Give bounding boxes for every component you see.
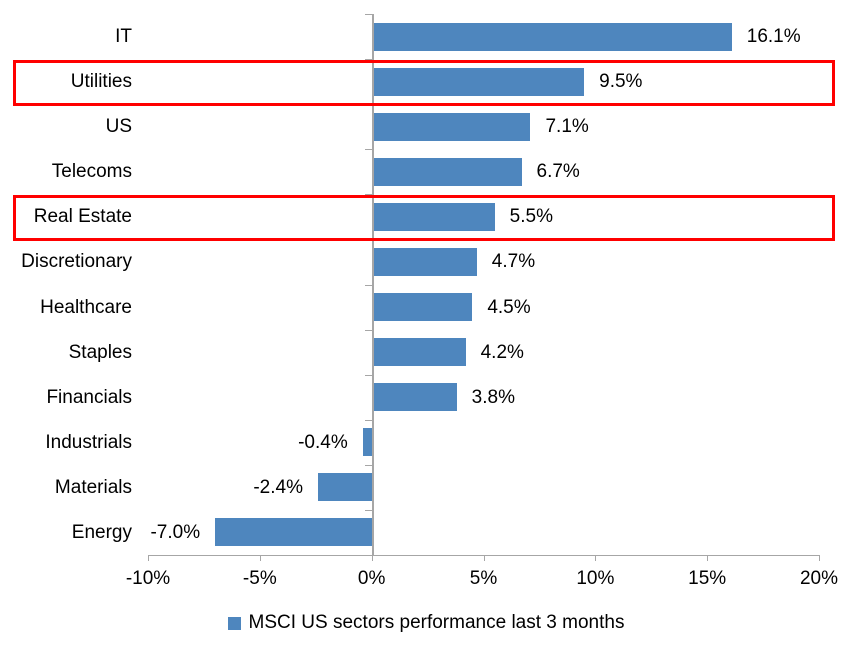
highlight-box <box>13 60 835 107</box>
category-label: Healthcare <box>40 296 132 318</box>
category-label: Real Estate <box>33 206 132 228</box>
category-label: Utilities <box>70 71 132 93</box>
value-label: 7.1% <box>545 116 589 138</box>
category-label: Industrials <box>45 431 132 453</box>
bar <box>371 383 457 412</box>
value-axis-tick <box>259 555 261 561</box>
category-label: IT <box>115 26 132 47</box>
bar <box>215 518 372 547</box>
category-axis-tick <box>364 284 372 286</box>
value-label: -7.0% <box>150 521 201 543</box>
category-label: US <box>105 116 132 138</box>
legend-marker <box>227 616 241 630</box>
value-axis-tick <box>819 555 820 561</box>
category-label: Energy <box>71 521 132 543</box>
value-label: -0.4% <box>298 431 348 453</box>
legend: MSCI US sectors performance last 3 month… <box>0 612 852 634</box>
bar <box>371 112 531 141</box>
axis-tick-label: 5% <box>469 568 498 589</box>
bar <box>371 67 585 96</box>
bar <box>371 338 466 367</box>
value-axis-tick <box>595 555 597 561</box>
category-axis-tick <box>364 149 372 151</box>
axis-tick-label: 20% <box>799 568 839 589</box>
axis-tick-label: 15% <box>688 568 727 589</box>
axis-tick-label: 10% <box>576 568 615 589</box>
category-label: Telecoms <box>51 161 132 183</box>
value-label: 9.5% <box>599 71 643 93</box>
highlight-box <box>13 195 835 242</box>
category-axis-tick <box>364 464 372 466</box>
category-label: Discretionary <box>21 251 132 273</box>
category-axis-tick <box>364 59 372 61</box>
bar <box>362 428 372 457</box>
bar <box>317 473 372 502</box>
value-label: 3.8% <box>471 386 515 408</box>
bar <box>371 157 522 186</box>
legend-label: MSCI US sectors performance last 3 month… <box>248 612 625 633</box>
value-axis-tick <box>707 555 709 561</box>
axis-tick-label: -10% <box>125 568 171 589</box>
value-label: 4.7% <box>491 251 536 273</box>
category-label: Materials <box>54 476 132 498</box>
value-label: 5.5% <box>509 206 553 228</box>
value-axis-tick <box>483 555 485 561</box>
bar <box>371 202 495 231</box>
value-label: 4.5% <box>487 296 531 318</box>
category-axis-tick <box>364 419 372 421</box>
category-label: Staples <box>68 341 132 363</box>
bar <box>371 247 477 276</box>
category-axis-tick <box>364 329 372 331</box>
value-label: 6.7% <box>536 161 580 183</box>
category-label: Financials <box>46 386 132 408</box>
value-label: -2.4% <box>253 476 303 498</box>
value-label: 4.2% <box>480 341 524 363</box>
value-label: 16.1% <box>746 26 801 47</box>
value-axis-tick <box>148 555 149 561</box>
category-axis-tick <box>364 14 372 15</box>
bar <box>371 22 732 51</box>
category-axis-tick <box>364 509 372 511</box>
value-axis-tick <box>371 555 373 561</box>
axis-tick-label: 0% <box>357 568 386 589</box>
category-axis-tick <box>364 194 372 196</box>
category-axis-line <box>371 14 374 555</box>
category-axis-tick <box>364 374 372 376</box>
axis-tick-label: -5% <box>242 568 277 589</box>
bar <box>371 293 473 322</box>
